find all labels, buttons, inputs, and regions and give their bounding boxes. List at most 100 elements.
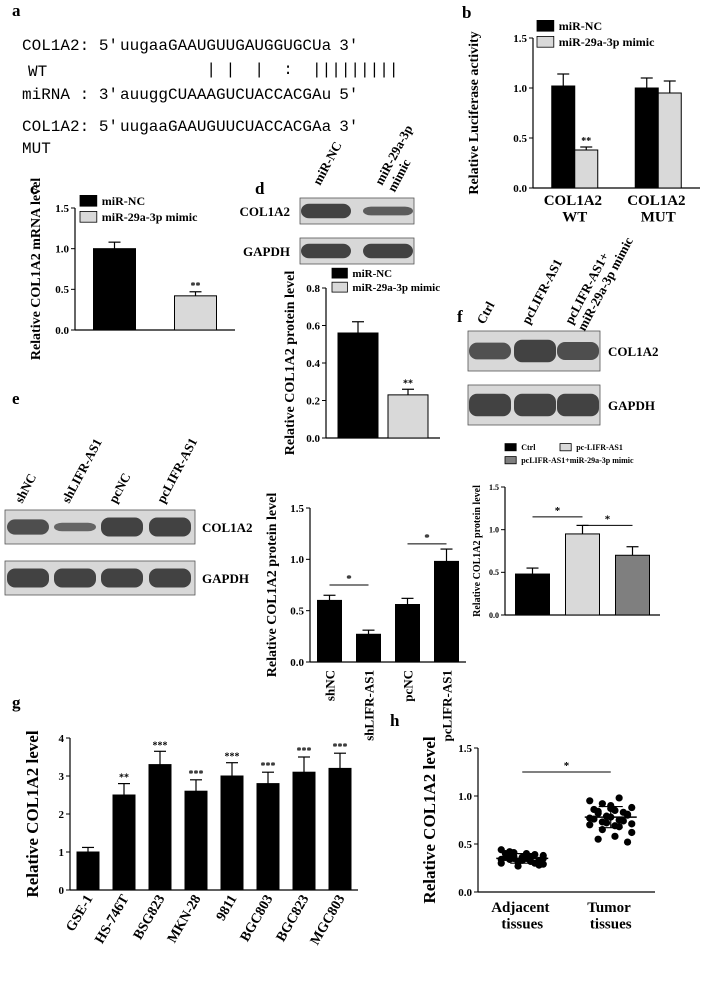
error-bar xyxy=(118,782,130,795)
panel-label: a xyxy=(12,1,21,20)
error-bar xyxy=(226,762,238,776)
bar xyxy=(615,554,650,616)
significance: * xyxy=(555,505,561,517)
bar xyxy=(574,149,599,189)
error-bar xyxy=(580,146,593,150)
sequence-tag: MUT xyxy=(22,140,51,158)
blot-band xyxy=(7,519,49,535)
y-axis-label: Relative COL1A2 mRNA level xyxy=(29,178,44,360)
significance: * xyxy=(424,532,430,544)
y-tick-label: 0.4 xyxy=(306,358,320,370)
data-point xyxy=(514,862,522,870)
blot-row-label: GAPDH xyxy=(243,244,290,259)
sequence-end: 5' xyxy=(339,86,358,104)
y-tick-label: 0.2 xyxy=(306,395,320,407)
y-tick-label: 1.5 xyxy=(489,483,499,492)
bar xyxy=(515,573,550,616)
legend-label: miR-NC xyxy=(559,19,602,33)
sd-bar xyxy=(598,805,623,829)
x-tick-label: pcLIFR-AS1 xyxy=(440,670,455,742)
significance: ** xyxy=(581,136,591,147)
error-bar xyxy=(362,629,375,635)
error-bar xyxy=(401,597,414,605)
legend-label: miR-29a-3p mimic xyxy=(352,282,440,294)
bar xyxy=(328,767,352,891)
data-point xyxy=(628,803,636,812)
y-tick-label: 0.5 xyxy=(513,133,527,145)
bar xyxy=(317,599,342,663)
sequence: uugaaGAAUGUUGAUGGUGCUa xyxy=(120,37,332,55)
y-tick-label: 0.0 xyxy=(489,611,499,620)
error-bar xyxy=(334,752,346,769)
bar xyxy=(220,775,244,891)
blot-row-label: GAPDH xyxy=(608,398,655,413)
y-tick-label: 1.0 xyxy=(458,791,472,803)
legend-swatch xyxy=(536,19,555,32)
error-bar xyxy=(526,567,539,575)
blot-band xyxy=(557,393,599,417)
sequence: uugaaGAAUGUU xyxy=(120,118,235,136)
sequence: a xyxy=(322,118,332,136)
bar xyxy=(76,851,100,891)
blot-band xyxy=(469,393,511,417)
blot-band xyxy=(101,568,143,588)
y-axis-label: Relative Luciferase activity xyxy=(467,31,482,194)
legend-swatch xyxy=(331,281,348,293)
y-tick-label: 0.0 xyxy=(290,657,304,669)
sd-bar xyxy=(510,852,535,864)
x-tick-label: shNC xyxy=(323,670,338,701)
data-point xyxy=(586,797,594,805)
y-tick-label: 0.0 xyxy=(306,433,320,445)
blot-row-label: COL1A2 xyxy=(608,344,659,359)
error-bar xyxy=(402,388,414,395)
y-tick-label: 1 xyxy=(59,847,65,859)
sequence-label: COL1A2: 5' xyxy=(22,118,118,136)
y-tick-label: 0.5 xyxy=(458,839,472,851)
data-point xyxy=(586,821,594,829)
sequence-mutated: CUACCACGA xyxy=(235,118,322,136)
bar xyxy=(356,633,381,663)
y-axis-label: Relative COL1A2 protein level xyxy=(283,271,298,456)
legend-swatch xyxy=(559,443,572,452)
legend-label: miR-NC xyxy=(102,194,145,208)
y-tick-label: 0.0 xyxy=(513,183,527,195)
y-tick-label: 0.5 xyxy=(290,606,304,618)
data-point xyxy=(506,855,514,863)
error-bar xyxy=(663,80,676,93)
data-point xyxy=(598,818,606,826)
y-axis-label: Relative COL1A2 level xyxy=(420,736,439,903)
error-bar xyxy=(352,321,364,333)
bar xyxy=(565,533,600,616)
y-tick-label: 0.6 xyxy=(306,320,320,332)
bar xyxy=(174,295,217,331)
error-bar xyxy=(626,546,639,556)
data-point xyxy=(611,822,619,830)
x-tick-label: Tumor tissues xyxy=(587,900,634,933)
error-bar xyxy=(108,241,121,249)
data-point xyxy=(535,858,543,866)
blot-band xyxy=(557,342,599,360)
error-bar xyxy=(557,73,570,86)
y-tick-label: 1.5 xyxy=(458,743,472,755)
blot-band xyxy=(363,243,413,259)
y-tick-label: 1.5 xyxy=(513,33,527,45)
y-tick-label: 0.5 xyxy=(55,284,69,296)
base-pairs: | | | : ||||||||| xyxy=(206,61,398,79)
y-axis-label: Relative COL1A2 protein level xyxy=(472,485,483,617)
legend-label: pc-LIFR-AS1 xyxy=(576,443,623,452)
data-point xyxy=(586,814,594,822)
error-bar xyxy=(189,291,202,296)
blot-band xyxy=(514,393,556,417)
bar xyxy=(93,248,136,331)
x-tick-label: COL1A2 MUT xyxy=(627,193,689,226)
y-axis-label: Relative COL1A2 protein level xyxy=(265,493,280,678)
sequence-label: miRNA : 3' xyxy=(22,86,118,104)
bar xyxy=(434,560,459,663)
data-point xyxy=(611,832,619,840)
bar xyxy=(337,332,379,439)
significance: ** xyxy=(191,281,201,292)
legend-swatch xyxy=(331,267,348,279)
data-point xyxy=(623,810,632,818)
bar xyxy=(184,790,208,891)
